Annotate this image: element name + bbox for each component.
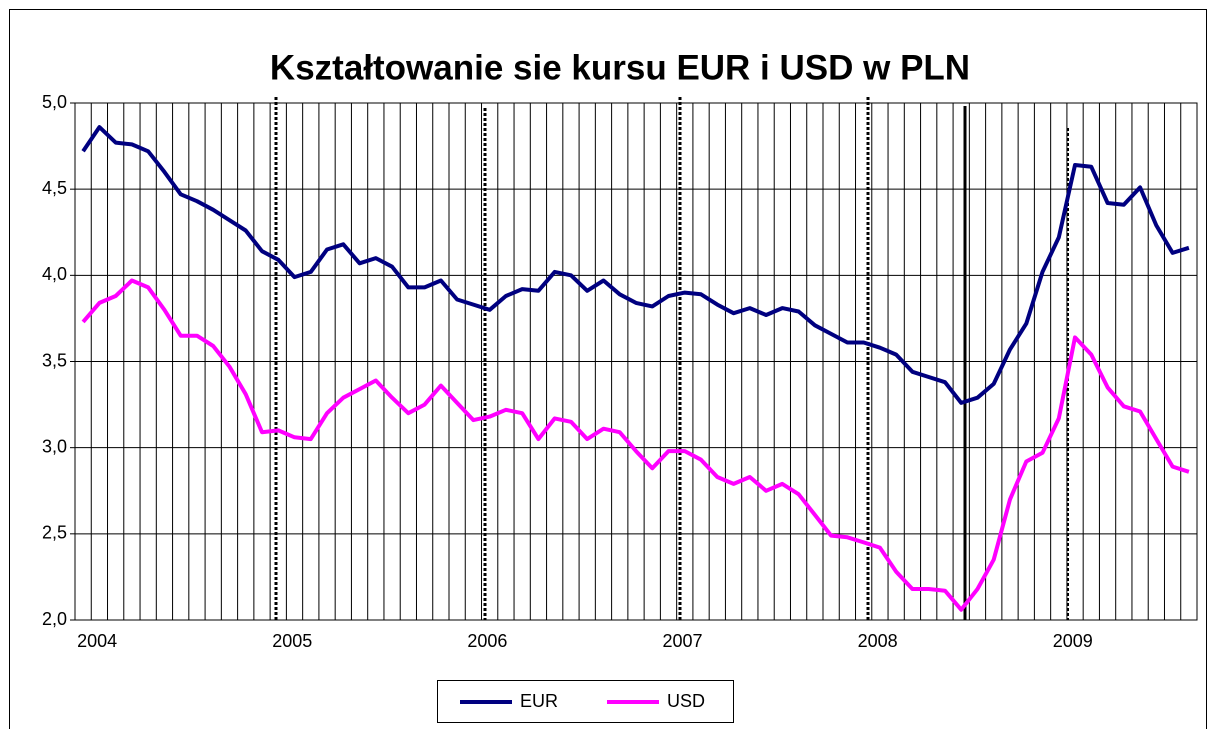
x-tick-label: 2008	[858, 631, 898, 651]
x-tick-label: 2004	[77, 631, 117, 651]
legend-label: USD	[667, 691, 705, 711]
x-tick-label: 2005	[272, 631, 312, 651]
y-tick-label: 2,5	[42, 523, 67, 543]
plot-area	[74, 102, 1198, 621]
x-tick-label: 2007	[662, 631, 702, 651]
y-tick-label: 3,0	[42, 436, 67, 456]
chart-frame	[9, 9, 1207, 729]
event-lines	[274, 97, 1069, 620]
y-tick-label: 2,0	[42, 609, 67, 629]
y-tick-label: 4,5	[42, 178, 67, 198]
y-tick-label: 4,0	[42, 264, 67, 284]
line-series	[81, 125, 1190, 405]
line-series	[81, 278, 1190, 612]
y-tick-label: 5,0	[42, 92, 67, 112]
chart-title: Kształtowanie sie kursu EUR i USD w PLN	[270, 48, 970, 87]
legend-label: EUR	[520, 691, 558, 711]
y-tick-label: 3,5	[42, 350, 67, 370]
x-tick-label: 2009	[1053, 631, 1093, 651]
x-tick-label: 2006	[467, 631, 507, 651]
